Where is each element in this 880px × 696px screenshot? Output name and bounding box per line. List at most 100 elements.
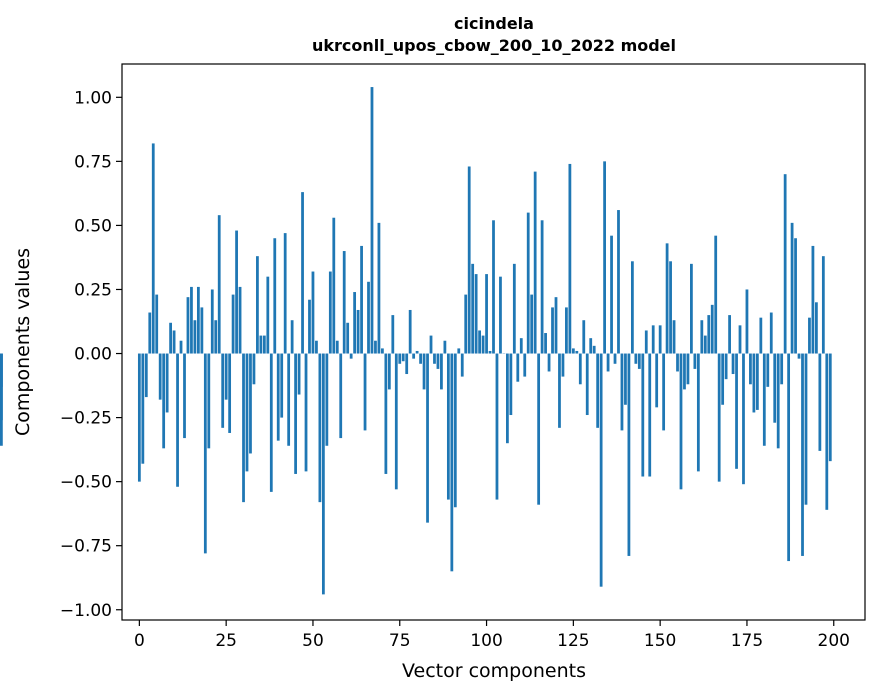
bar-43 [287, 353, 291, 446]
bar-85 [433, 353, 436, 364]
x-tick-label: 25 [215, 631, 237, 651]
x-tick-label: 50 [302, 631, 324, 651]
bar-193 [808, 317, 811, 354]
bar-38 [269, 353, 273, 492]
bar-167 [717, 353, 721, 482]
bar-83 [426, 353, 429, 523]
bar-89 [446, 353, 450, 500]
bar-30 [242, 353, 245, 503]
bar-130 [589, 338, 593, 354]
bar-139 [620, 353, 624, 431]
bar-25 [224, 353, 228, 400]
bar-52 [318, 353, 322, 503]
bar-65 [363, 353, 367, 431]
bar-37 [266, 276, 270, 354]
bar-112 [526, 212, 530, 354]
bar-159 [690, 263, 693, 354]
bar-20 [207, 353, 211, 449]
bar-undefined [0, 353, 3, 421]
bar-42 [283, 233, 287, 354]
bar-189 [794, 238, 797, 354]
bar-145 [641, 353, 645, 477]
bar-196 [818, 353, 822, 451]
x-tick-label: 200 [818, 631, 850, 651]
bar-80 [415, 350, 419, 354]
chart-title: cicindela [454, 14, 534, 33]
bar-93 [460, 353, 464, 377]
bar-153 [669, 261, 672, 354]
bar-146 [644, 330, 648, 354]
bar-66 [367, 281, 370, 354]
bar-128 [582, 320, 586, 354]
bar-141 [627, 353, 631, 556]
plot-frame [121, 63, 866, 621]
bar-73 [391, 315, 395, 354]
y-axis-ticks: 1.00 0.75 0.50 0.25 0.00 −0.25 −0.50 −0.75 −1.00 [60, 88, 122, 621]
bar-91 [453, 353, 457, 508]
bar-23 [217, 215, 221, 354]
bar-98 [478, 330, 481, 354]
bar-142 [630, 261, 634, 354]
bar-11 [176, 353, 179, 487]
bar-119 [551, 307, 554, 354]
y-tick-label: −0.75 [60, 537, 112, 557]
bar-100 [485, 274, 488, 354]
bar-12 [179, 340, 183, 354]
bar-62 [353, 292, 357, 354]
bar-106 [506, 353, 509, 444]
bar-24 [221, 353, 225, 428]
bar-148 [651, 325, 655, 354]
x-tick-label: 100 [470, 631, 502, 651]
bar-182 [769, 312, 773, 354]
bar-78 [408, 309, 412, 354]
bar-75 [398, 353, 402, 364]
bar-70 [381, 348, 384, 354]
bar-35 [259, 335, 263, 354]
bar-173 [738, 325, 742, 354]
chart-subtitle: ukrconll_upos_cbow_200_10_2022 model [312, 36, 676, 55]
bar-144 [637, 353, 641, 369]
bar-120 [554, 297, 558, 354]
bar-188 [790, 222, 794, 354]
bar-15 [190, 286, 193, 354]
bar-77 [405, 353, 409, 375]
bar-195 [815, 302, 818, 354]
bar-8 [165, 353, 169, 413]
y-tick-label: 1.00 [74, 88, 112, 108]
bar-140 [624, 353, 627, 405]
bar-183 [773, 353, 777, 423]
y-tick-label: −0.50 [60, 473, 112, 493]
bar-22 [214, 320, 218, 354]
bar-47 [301, 192, 304, 354]
bar-115 [537, 353, 541, 505]
bar-157 [683, 353, 686, 390]
bar-9 [169, 322, 172, 354]
bar-125 [571, 348, 575, 354]
y-tick-label: −1.00 [60, 601, 112, 621]
bar-136 [610, 235, 613, 354]
bar-74 [394, 353, 398, 490]
bar-187 [787, 353, 791, 562]
bar-96 [471, 263, 475, 354]
bar-110 [519, 338, 523, 354]
bar-166 [714, 235, 718, 354]
bar-171 [731, 353, 735, 375]
bar-131 [592, 345, 596, 354]
bar-114 [533, 171, 537, 354]
bar-28 [235, 230, 238, 354]
bar-19 [203, 353, 207, 554]
bar-135 [606, 353, 610, 372]
bar-143 [634, 353, 638, 364]
bar-14 [186, 297, 190, 354]
bars-group [0, 87, 832, 595]
bar-41 [280, 353, 284, 418]
bar-126 [575, 350, 579, 354]
bar-170 [728, 315, 731, 354]
bar-197 [821, 256, 825, 354]
bar-46 [297, 353, 301, 395]
bar-121 [558, 353, 561, 428]
bar-68 [374, 340, 377, 354]
bar-198 [825, 353, 829, 510]
bar-33 [252, 353, 256, 385]
